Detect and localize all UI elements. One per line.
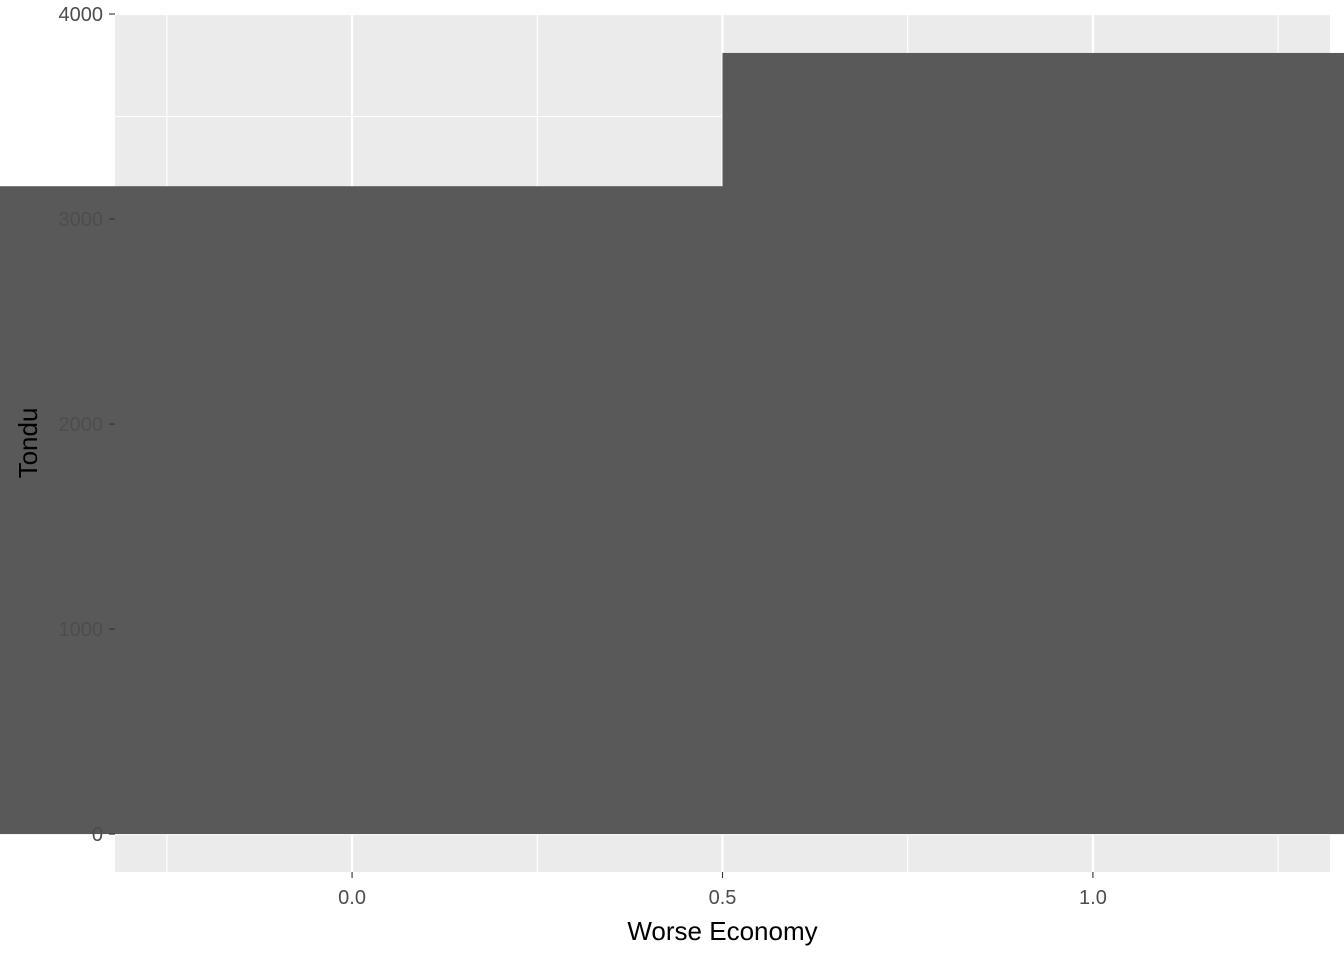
y-tick-label: 4000 — [59, 4, 104, 26]
y-tick-label: 0 — [92, 824, 103, 846]
y-tick-label: 2000 — [59, 414, 104, 436]
x-axis: 0.0 0.5 1.0 — [338, 872, 1107, 909]
x-tick-label: 0.0 — [338, 887, 366, 909]
y-tick-label: 3000 — [59, 209, 104, 231]
bars — [0, 52, 1344, 835]
x-tick-label: 0.5 — [709, 887, 737, 909]
y-axis-title: Tondu — [13, 408, 43, 479]
bar — [0, 186, 723, 835]
x-axis-title: Worse Economy — [627, 916, 817, 946]
bar — [722, 52, 1344, 835]
y-tick-label: 1000 — [59, 619, 104, 641]
y-axis: 0 1000 2000 3000 4000 — [59, 4, 115, 846]
x-tick-label: 1.0 — [1079, 887, 1107, 909]
